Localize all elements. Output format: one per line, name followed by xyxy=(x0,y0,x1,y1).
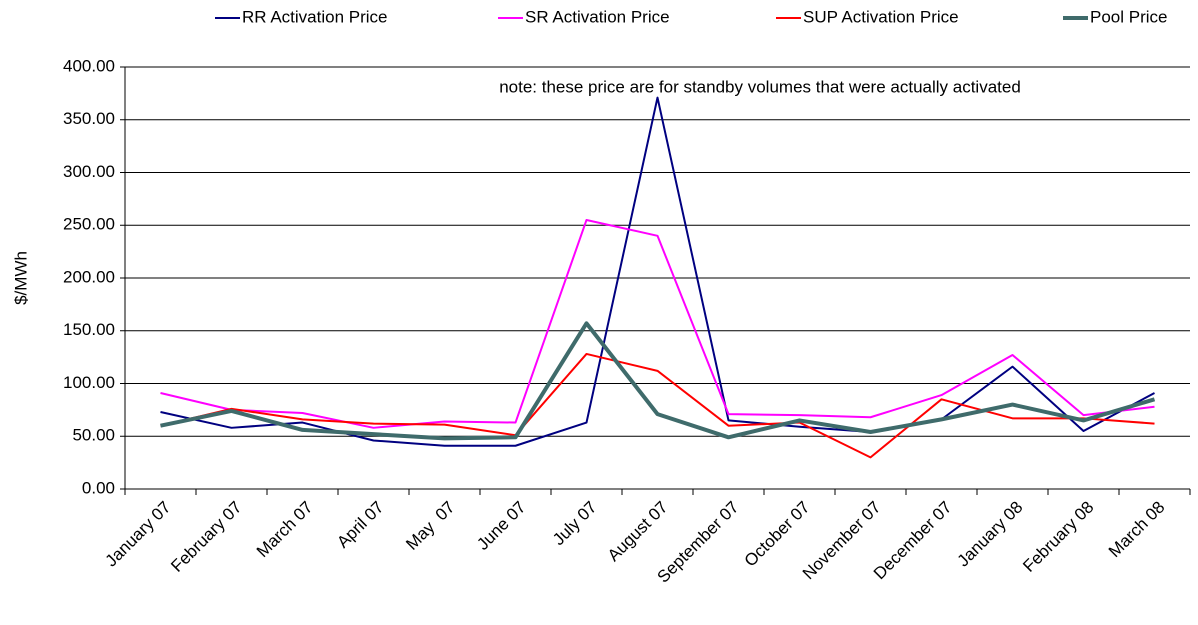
x-tick-label: February 08 xyxy=(1019,498,1097,576)
note: note: these price are for standby volume… xyxy=(499,77,1021,96)
y-tick-label: 300.00 xyxy=(63,162,115,181)
y-tick-label: 200.00 xyxy=(63,267,115,286)
y-tick-label: 100.00 xyxy=(63,373,115,392)
y-tick-label: 50.00 xyxy=(72,426,115,445)
x-tick-label: August 07 xyxy=(604,498,672,566)
series-line xyxy=(160,321,1156,441)
x-tick-label: June 07 xyxy=(473,498,529,554)
legend-label: Pool Price xyxy=(1090,7,1167,26)
legend-label: SR Activation Price xyxy=(525,7,670,26)
series-line xyxy=(160,352,1155,459)
x-tick-label: March 08 xyxy=(1105,498,1169,562)
x-tick-label: May 07 xyxy=(402,498,458,554)
x-tick-label: October 07 xyxy=(741,498,814,571)
y-axis-label: $/MWh xyxy=(11,251,30,305)
series-line xyxy=(160,96,1155,447)
x-tick-label: March 07 xyxy=(253,498,317,562)
y-tick-label: 0.00 xyxy=(82,478,115,497)
y-tick-label: 400.00 xyxy=(63,56,115,75)
y-tick-label: 350.00 xyxy=(63,109,115,128)
y-tick-label: 150.00 xyxy=(63,320,115,339)
legend-label: RR Activation Price xyxy=(242,7,388,26)
x-tick-label: February 07 xyxy=(167,498,245,576)
x-tick-label: April 07 xyxy=(333,498,387,552)
y-tick-label: 250.00 xyxy=(63,215,115,234)
x-tick-label: January 08 xyxy=(954,498,1027,571)
x-tick-label: July 07 xyxy=(549,498,601,550)
x-tick-label: January 07 xyxy=(102,498,175,571)
series-line xyxy=(160,218,1155,429)
legend-label: SUP Activation Price xyxy=(803,7,959,26)
